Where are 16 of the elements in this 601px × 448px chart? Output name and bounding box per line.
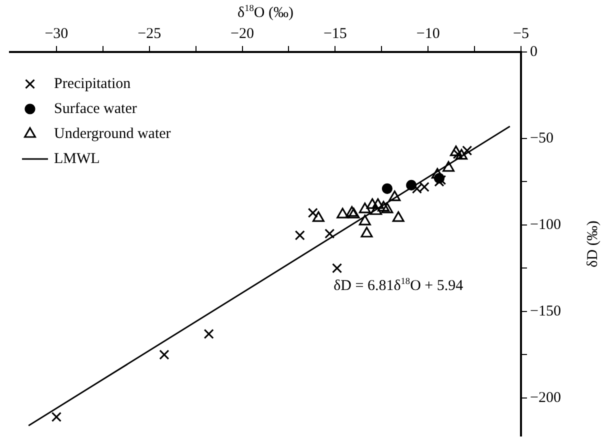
- legend-label: Surface water: [54, 100, 137, 117]
- y-tick-label: −150: [530, 303, 561, 320]
- x-tick-label: −30: [44, 26, 68, 42]
- legend-label: Underground water: [54, 126, 171, 142]
- x-tick-label: −25: [138, 26, 162, 42]
- legend-label: LMWL: [54, 150, 100, 167]
- y-tick-label: −50: [530, 130, 554, 146]
- y-axis-title: δD (‰): [585, 220, 601, 268]
- x-tick-label: −20: [230, 26, 254, 42]
- x-tick-label: −15: [323, 26, 347, 42]
- x-tick-label: −10: [416, 26, 440, 42]
- y-tick-label: 0: [530, 44, 538, 60]
- y-tick-label: −200: [530, 390, 561, 406]
- x-tick-label: −5: [513, 26, 529, 42]
- legend-label: Precipitation: [54, 76, 132, 92]
- y-tick-label: −100: [530, 216, 561, 233]
